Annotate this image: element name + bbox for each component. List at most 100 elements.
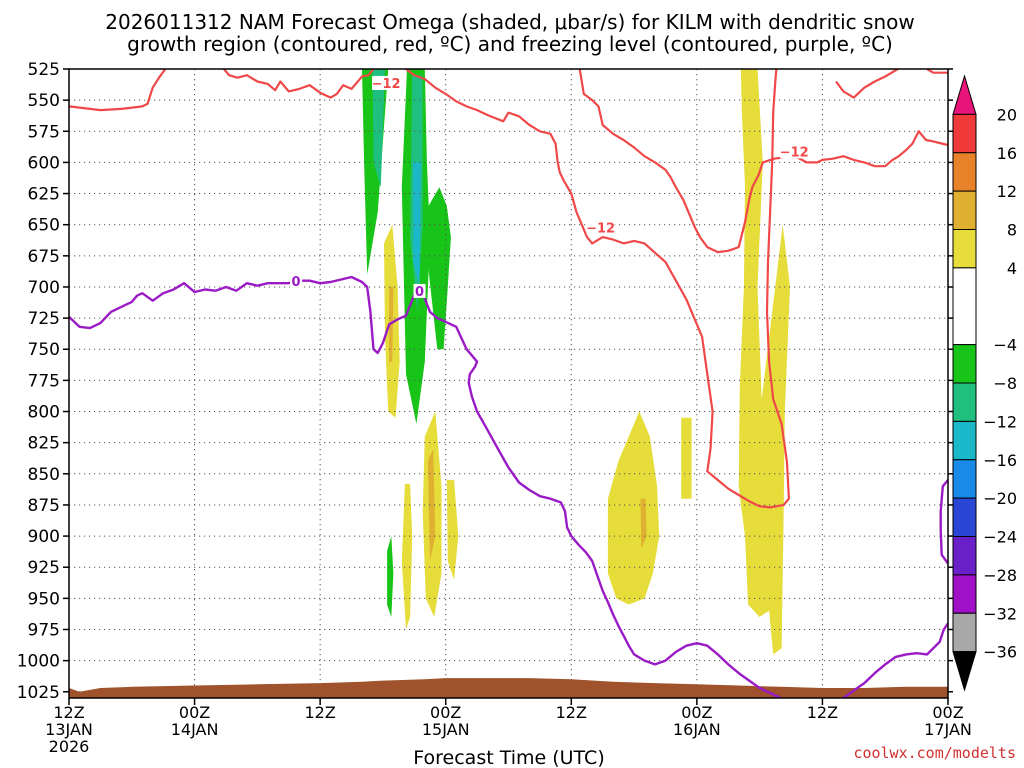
credit-text: coolwx.com/modelts: [853, 744, 1016, 762]
colorbar-bin-12: [952, 574, 977, 614]
omega-region-9: [401, 483, 413, 630]
colorbar-bin-11: [952, 536, 977, 576]
contour-label-3: 0: [290, 273, 303, 290]
colorbar-bin-2: [952, 152, 977, 192]
colorbar-bin-5: [952, 267, 977, 346]
chart-title-line2: growth region (contoured, red, ºC) and f…: [127, 32, 893, 56]
freezing-level-contours: [69, 275, 948, 698]
contour-label-text-3: 0: [292, 275, 301, 290]
dgz-contour-1: [223, 69, 375, 99]
omega-region-16: [738, 69, 790, 655]
freezing-contour-0: [69, 275, 782, 698]
contour-labels: −12 −12 −12 0 0: [290, 75, 809, 300]
xtick-label-0-1: 13JAN: [45, 720, 93, 739]
colorbar-label-6: −8: [993, 374, 1017, 393]
dgz-contour-2: [405, 69, 791, 509]
colorbar: 20 16 12 8 4 −4 −8 −12 −16 −20 −24 −28 −32 −36: [952, 74, 1017, 692]
ytick-label-525: 525: [28, 60, 60, 80]
colorbar-bin-7: [952, 382, 977, 422]
colorbar-label-8: −16: [983, 451, 1017, 470]
colorbar-bin-8: [952, 420, 977, 461]
plot-background: [69, 69, 948, 698]
ytick-label-900: 900: [28, 527, 60, 547]
xtick-label-36-1: 15JAN: [422, 720, 470, 739]
colorbar-label-13: −36: [983, 643, 1017, 662]
omega-region-3: [372, 69, 385, 188]
colorbar-bin-6: [952, 344, 977, 384]
omega-region-15: [681, 417, 692, 499]
ytick-label-975: 975: [28, 620, 60, 640]
colorbar-bin-3: [952, 190, 977, 230]
contour-label-2: −12: [586, 220, 615, 236]
xtick-label-24-0: 12Z: [304, 703, 335, 722]
colorbar-bin-4: [952, 229, 977, 269]
omega-region-2: [424, 187, 451, 350]
colorbar-label-11: −28: [983, 566, 1017, 585]
colorbar-label-5: −4: [993, 336, 1017, 355]
omega-region-11: [427, 448, 436, 561]
ytick-label-775: 775: [28, 371, 60, 391]
xtick-label-36-0: 00Z: [430, 703, 461, 722]
ytick-label-675: 675: [28, 247, 60, 267]
freezing-contour-2: [939, 479, 948, 565]
freezing-contour-1: [842, 622, 948, 698]
colorbar-label-0: 20: [997, 105, 1017, 124]
ytick-label-625: 625: [28, 185, 60, 205]
ytick-label-725: 725: [28, 309, 60, 329]
ytick-label-850: 850: [28, 465, 60, 485]
contour-label-1: −12: [780, 144, 809, 160]
colorbar-label-1: 16: [997, 144, 1017, 163]
ytick-label-550: 550: [28, 91, 60, 111]
contour-label-text-0: −12: [372, 77, 401, 92]
xtick-label-48-0: 12Z: [556, 703, 587, 722]
xtick-label-0-0: 12Z: [53, 703, 84, 722]
omega-region-6: [387, 536, 394, 617]
ytick-label-875: 875: [28, 496, 60, 516]
ytick-label-825: 825: [28, 434, 60, 454]
dendritic-growth-contours: [69, 69, 948, 509]
colorbar-label-10: −24: [983, 528, 1017, 547]
xtick-label-12-0: 00Z: [179, 703, 210, 722]
contour-label-0: −12: [372, 75, 401, 92]
colorbar-label-9: −20: [983, 489, 1017, 508]
colorbar-label-3: 8: [1007, 221, 1017, 240]
colorbar-bin-1: [952, 113, 977, 154]
colorbar-bin-10: [952, 497, 977, 537]
plot-area: −12 −12 −12 0 0: [69, 69, 948, 698]
contour-label-text-4: 0: [415, 285, 424, 300]
ytick-label-950: 950: [28, 589, 60, 609]
ytick-label-1000: 1000: [17, 652, 60, 672]
ytick-label-700: 700: [28, 278, 60, 298]
xtick-label-72-0: 12Z: [807, 703, 838, 722]
ytick-label-800: 800: [28, 403, 60, 423]
omega-region-13: [607, 411, 660, 605]
colorbar-bin-9: [952, 459, 977, 499]
colorbar-label-4: 4: [1007, 259, 1017, 278]
xtick-label-84-0: 00Z: [932, 703, 963, 722]
omega-shading-layer: [362, 69, 790, 655]
dgz-contour-4: [835, 69, 899, 99]
y-axis-ticks: 525 550 575 600 625 650 675 700 725 750 775 800 825 8…: [17, 60, 953, 703]
terrain-fill: [69, 678, 948, 698]
ytick-label-575: 575: [28, 122, 60, 142]
ytick-label-650: 650: [28, 216, 60, 236]
colorbar-bin-14: [952, 651, 977, 692]
xtick-label-84-1: 17JAN: [924, 720, 972, 739]
ytick-label-600: 600: [28, 153, 60, 173]
xtick-label-60-1: 16JAN: [673, 720, 721, 739]
colorbar-bin-13: [952, 612, 977, 653]
contour-label-4: 0: [413, 283, 426, 300]
xtick-label-0-2: 2026: [49, 737, 90, 756]
colorbar-bin-0: [952, 74, 977, 115]
plot-frame: [68, 68, 949, 699]
ytick-label-750: 750: [28, 340, 60, 360]
colorbar-label-12: −32: [983, 604, 1017, 623]
colorbar-label-7: −12: [983, 412, 1017, 431]
dgz-contour-5: [926, 69, 948, 74]
x-axis-label: Forecast Time (UTC): [413, 747, 604, 768]
colorbar-label-2: 12: [997, 182, 1017, 201]
contour-label-text-2: −12: [586, 221, 615, 236]
terrain-layer: [69, 678, 948, 698]
